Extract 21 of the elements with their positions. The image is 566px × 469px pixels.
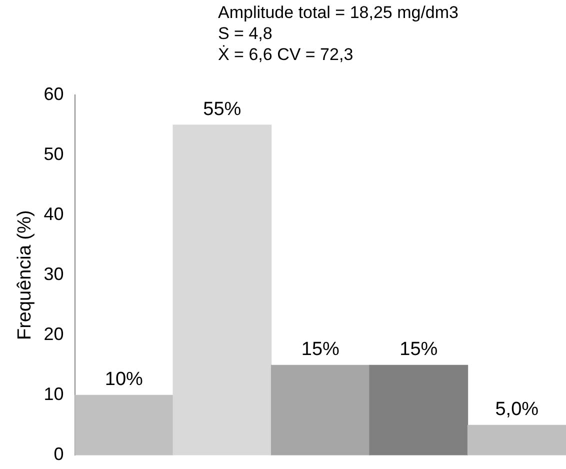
text: Ẋ = 6,6 CV = 72,3	[218, 44, 354, 65]
y-tick-label: 10	[44, 384, 64, 404]
data-label: 55%	[203, 98, 242, 120]
bar	[270, 364, 370, 456]
bar	[467, 424, 566, 456]
y-tick-label: 50	[44, 144, 64, 164]
y-tick-label: 40	[44, 204, 64, 224]
y-axis-title: Frequência (%)	[14, 210, 36, 340]
data-label: 10%	[104, 368, 144, 390]
text: S = 4,8	[218, 23, 274, 44]
data-label: 15%	[301, 338, 340, 360]
y-tick-label: 0	[54, 444, 64, 464]
data-label: 15%	[400, 338, 438, 360]
text: Amplitude total = 18,25 mg/dm3	[218, 2, 458, 23]
y-tick-label: 30	[44, 264, 64, 284]
bar	[369, 364, 468, 456]
y-tick-label: 20	[44, 324, 64, 344]
y-tick-label: 60	[44, 84, 64, 104]
bar	[172, 124, 272, 456]
data-label: 5,0%	[495, 398, 539, 420]
bar	[74, 394, 174, 456]
